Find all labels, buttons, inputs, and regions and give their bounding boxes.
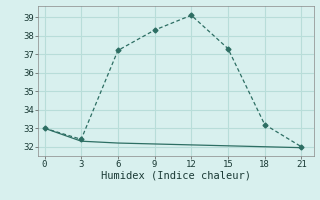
X-axis label: Humidex (Indice chaleur): Humidex (Indice chaleur) bbox=[101, 171, 251, 181]
